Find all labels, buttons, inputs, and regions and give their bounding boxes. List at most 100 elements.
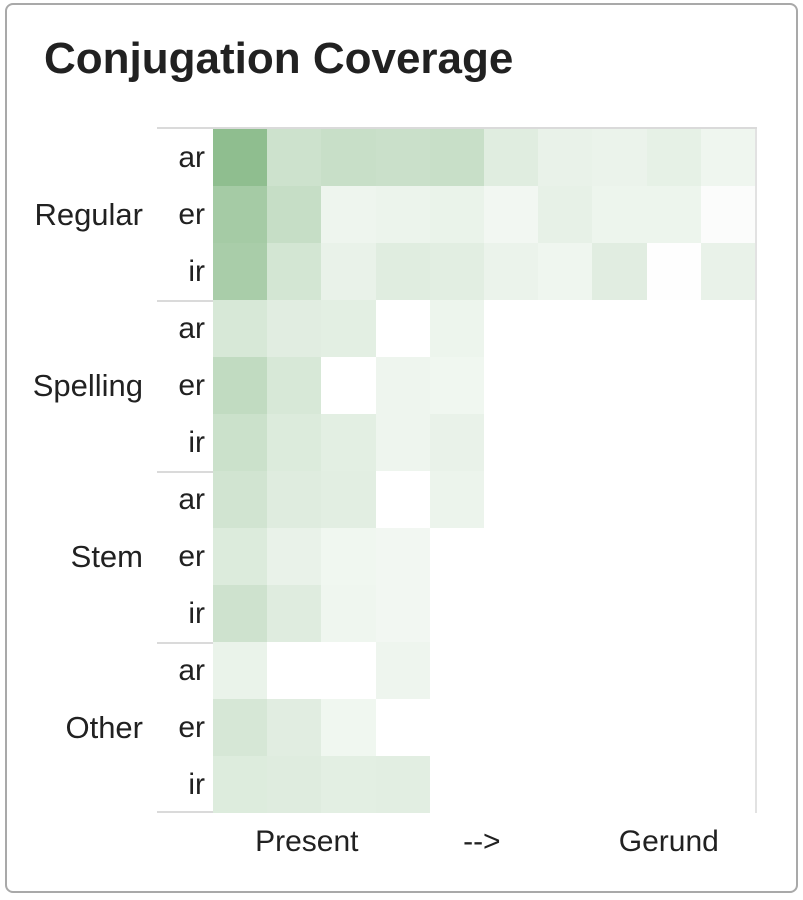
heatmap-cell [213,300,268,357]
row-label: ir [188,767,205,801]
heatmap-cell [700,585,756,642]
heatmap-cell [700,642,756,699]
x-axis-label: --> [463,825,501,858]
heatmap-row [213,642,756,699]
group-label-regular: Regular [34,196,143,232]
heatmap-cell [267,186,322,243]
group-divider-line [157,642,213,644]
heatmap-cell [213,414,268,471]
heatmap-cell [646,699,701,756]
heatmap-row [213,129,756,186]
heatmap-cell [267,756,322,813]
heatmap-cell [484,471,539,528]
heatmap-cell [267,414,322,471]
heatmap-cell [592,471,647,528]
heatmap-cell [538,414,593,471]
heatmap-cell [700,528,756,585]
x-axis-label: Present [255,825,359,858]
heatmap-cell [484,585,539,642]
heatmap-cell [321,300,376,357]
heatmap-cell [375,357,430,414]
heatmap-cell [538,129,593,186]
heatmap-cell [484,699,539,756]
heatmap-cell [646,414,701,471]
heatmap-cell [484,300,539,357]
heatmap-cell [429,699,485,756]
heatmap-cell [592,699,647,756]
heatmap-cell [592,243,647,300]
heatmap-cell [429,243,485,300]
group-label-other: Other [65,709,143,745]
heatmap-cell [321,585,376,642]
heatmap-cell [592,186,647,243]
heatmap-cell [321,414,376,471]
heatmap-cell [700,129,756,186]
heatmap-cell [213,699,268,756]
heatmap-cell [321,129,376,186]
heatmap-cell [700,699,756,756]
heatmap-cell [375,300,430,357]
heatmap-cell [592,300,647,357]
row-label: ar [178,140,205,174]
heatmap-cell [213,642,268,699]
heatmap-cell [321,528,376,585]
heatmap-cell [321,756,376,813]
group-divider-line [157,300,213,302]
heatmap-row [213,585,756,642]
heatmap-cell [484,528,539,585]
heatmap-cell [592,585,647,642]
heatmap-cell [484,129,539,186]
chart-title: Conjugation Coverage [44,34,514,83]
heatmap-cell [538,186,593,243]
chart-card: Conjugation Coverage Regular Spelling Stem… [5,3,798,893]
row-label: ir [188,254,205,288]
heatmap-cell [267,642,322,699]
heatmap-cell [375,243,430,300]
heatmap-cell [267,699,322,756]
heatmap-cell [538,756,593,813]
heatmap-cell [213,186,268,243]
group-label-stem: Stem [70,538,143,574]
heatmap-cell [429,642,485,699]
heatmap-cell [646,357,701,414]
heatmap-cell [321,243,376,300]
heatmap-cell [213,585,268,642]
x-axis: Present --> Gerund [213,825,755,867]
heatmap-cell [592,756,647,813]
heatmap-cell [429,357,485,414]
group-divider-line [157,471,213,473]
row-label: ir [188,596,205,630]
heatmap-row [213,414,756,471]
heatmap-cell [538,528,593,585]
heatmap-cell [700,756,756,813]
heatmap-cell [267,357,322,414]
heatmap-row [213,243,756,300]
heatmap-cell [213,243,268,300]
heatmap-cell [700,471,756,528]
heatmap-row [213,756,756,813]
heatmap-cell [321,471,376,528]
heatmap-row [213,300,756,357]
heatmap-cell [429,528,485,585]
group-label-spelling: Spelling [32,367,143,403]
heatmap-cell [592,357,647,414]
heatmap-cell [646,642,701,699]
heatmap-cell [213,756,268,813]
heatmap-cell [700,414,756,471]
x-axis-label: Gerund [618,825,719,858]
heatmap-cell [267,129,322,186]
heatmap-row [213,699,756,756]
heatmap-cell [592,129,647,186]
heatmap-cell [375,585,430,642]
heatmap-cell [646,471,701,528]
heatmap-cell [267,243,322,300]
heatmap-cell [538,642,593,699]
heatmap-cell [538,243,593,300]
heatmap-cell [646,756,701,813]
heatmap-cell [321,186,376,243]
heatmap-cell [538,471,593,528]
heatmap-cell [375,528,430,585]
heatmap-cell [646,528,701,585]
heatmap-cell [429,300,485,357]
row-label: ar [178,653,205,687]
